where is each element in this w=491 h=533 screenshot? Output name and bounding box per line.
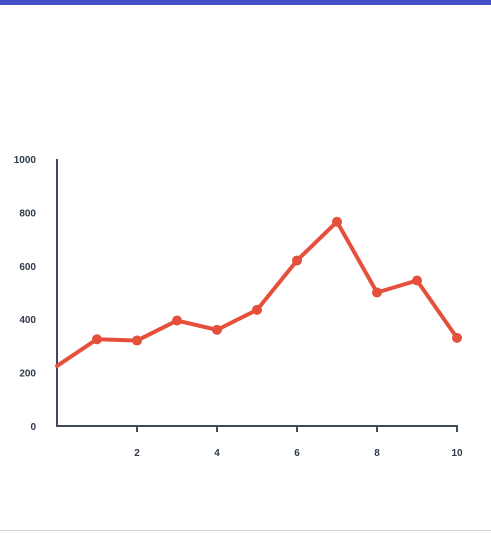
y-tick-label: 800 [19,208,36,219]
y-tick-label: 400 [19,315,36,326]
x-tick-label: 2 [134,448,140,459]
x-tick-label: 8 [374,448,380,459]
y-tick-labels: 0 200 400 600 800 1000 [14,155,37,433]
data-point [132,335,142,346]
data-point [332,216,342,227]
top-bar [0,0,491,5]
data-point [292,255,302,266]
data-point [92,334,102,345]
x-tick-label: 6 [294,448,300,459]
y-tick-label: 0 [30,422,36,433]
y-tick-label: 200 [19,369,36,380]
y-tick-label: 1000 [14,155,37,166]
series-layer [55,216,462,368]
x-axis-group: 2 4 6 8 10 [56,425,463,459]
x-tick-label: 4 [214,448,220,459]
data-point [212,324,222,335]
data-point [252,304,262,315]
bottom-divider [0,530,491,531]
series-line [55,219,459,368]
data-point [172,315,182,326]
y-axis-group: 0 200 400 600 800 1000 [14,155,58,433]
y-tick-label: 600 [19,262,36,273]
data-point [452,332,462,343]
x-tick-label: 10 [451,448,463,459]
x-ticks: 2 4 6 8 10 [134,426,463,459]
data-point [372,287,382,298]
data-point [412,275,422,286]
